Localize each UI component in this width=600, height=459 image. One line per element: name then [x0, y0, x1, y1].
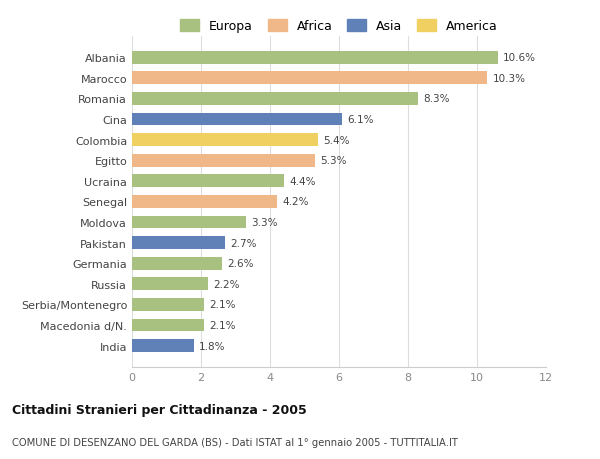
- Bar: [132, 113, 343, 126]
- Text: 2.1%: 2.1%: [209, 320, 236, 330]
- Text: 4.4%: 4.4%: [289, 176, 316, 186]
- Bar: [132, 278, 208, 291]
- Text: 6.1%: 6.1%: [347, 115, 374, 125]
- Bar: [132, 319, 205, 332]
- Text: 2.7%: 2.7%: [230, 238, 257, 248]
- Text: COMUNE DI DESENZANO DEL GARDA (BS) - Dati ISTAT al 1° gennaio 2005 - TUTTITALIA.: COMUNE DI DESENZANO DEL GARDA (BS) - Dat…: [12, 437, 458, 447]
- Bar: [132, 196, 277, 208]
- Bar: [132, 175, 284, 188]
- Bar: [132, 134, 319, 147]
- Legend: Europa, Africa, Asia, America: Europa, Africa, Asia, America: [176, 17, 502, 37]
- Text: 2.2%: 2.2%: [213, 279, 239, 289]
- Text: 3.3%: 3.3%: [251, 218, 278, 228]
- Bar: [132, 257, 222, 270]
- Text: 2.1%: 2.1%: [209, 300, 236, 310]
- Bar: [132, 155, 315, 167]
- Text: 5.4%: 5.4%: [323, 135, 350, 146]
- Bar: [132, 298, 205, 311]
- Text: 5.3%: 5.3%: [320, 156, 347, 166]
- Bar: [132, 72, 487, 85]
- Text: Cittadini Stranieri per Cittadinanza - 2005: Cittadini Stranieri per Cittadinanza - 2…: [12, 403, 307, 416]
- Text: 4.2%: 4.2%: [282, 197, 308, 207]
- Bar: [132, 52, 498, 64]
- Bar: [132, 340, 194, 352]
- Bar: [132, 216, 246, 229]
- Text: 1.8%: 1.8%: [199, 341, 226, 351]
- Text: 10.6%: 10.6%: [503, 53, 536, 63]
- Text: 8.3%: 8.3%: [424, 94, 450, 104]
- Bar: [132, 237, 225, 249]
- Bar: [132, 93, 418, 106]
- Text: 2.6%: 2.6%: [227, 258, 253, 269]
- Text: 10.3%: 10.3%: [493, 74, 526, 84]
